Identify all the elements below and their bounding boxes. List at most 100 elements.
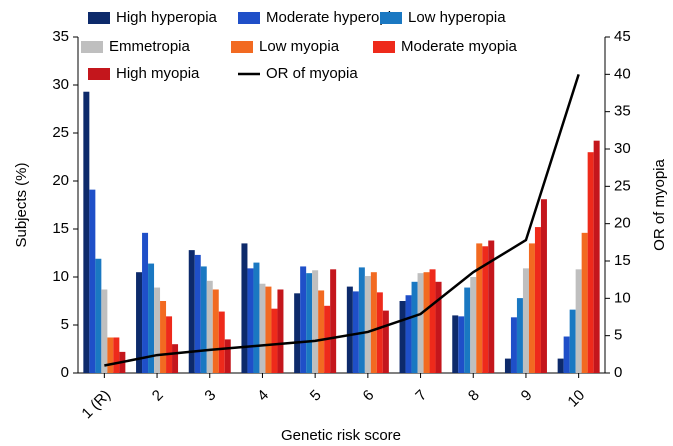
legend-marker [238, 12, 260, 24]
y2-tick-label: 5 [614, 327, 622, 344]
legend-label: High myopia [116, 65, 200, 82]
bar [470, 277, 477, 373]
legend-marker [380, 12, 402, 24]
y2-tick-label: 25 [614, 177, 631, 194]
x-tick-label: 7 [412, 387, 430, 405]
bar [89, 189, 96, 373]
y-tick-label: 10 [52, 268, 69, 285]
legend-label: High hyperopia [116, 9, 218, 26]
y-axis-label: Subjects (%) [13, 162, 30, 247]
legend-label: Moderate myopia [401, 38, 518, 55]
legend-marker [88, 12, 110, 24]
y2-tick-label: 20 [614, 215, 631, 232]
bar [569, 309, 576, 373]
y2-tick-label: 40 [614, 65, 631, 82]
y-tick-label: 5 [61, 316, 69, 333]
x-tick-label: 3 [201, 387, 219, 405]
bar [593, 140, 600, 373]
bar [417, 273, 424, 373]
legend-marker [231, 41, 253, 53]
bar [488, 240, 495, 373]
bar [522, 268, 529, 373]
bar [95, 258, 102, 373]
bar [306, 273, 313, 373]
bar [188, 250, 195, 373]
bar [346, 286, 353, 373]
bar [423, 272, 430, 373]
x-tick-label: 2 [149, 387, 167, 405]
bar [581, 232, 588, 373]
bar [411, 281, 418, 373]
y2-tick-label: 10 [614, 289, 631, 306]
bar [166, 316, 173, 373]
bar [212, 289, 219, 373]
y2-axis-label: OR of myopia [651, 158, 668, 250]
bar [200, 266, 207, 373]
bar [194, 254, 201, 373]
bar [575, 269, 582, 373]
bar [399, 301, 406, 373]
bar [136, 272, 143, 373]
bar [364, 276, 371, 373]
bar [452, 315, 459, 373]
bar [294, 293, 301, 373]
legend-marker [373, 41, 395, 53]
bar [376, 292, 383, 373]
bar [113, 337, 120, 373]
bar [101, 289, 108, 373]
bar [476, 243, 483, 373]
y2-tick-label: 0 [614, 364, 622, 381]
x-tick-label: 6 [360, 387, 378, 405]
x-tick-label: 10 [564, 387, 588, 411]
bar [271, 308, 278, 373]
bar [312, 270, 319, 373]
bar [160, 301, 167, 373]
bar [300, 266, 307, 373]
y2-tick-label: 30 [614, 140, 631, 157]
bar [516, 298, 523, 373]
bar [318, 290, 325, 373]
bar [429, 269, 436, 373]
bar [358, 267, 365, 373]
y-tick-label: 35 [52, 28, 69, 45]
bar [435, 281, 442, 373]
legend-marker [88, 68, 110, 80]
legend-label: OR of myopia [266, 65, 358, 82]
bar [504, 358, 511, 373]
bar [370, 272, 377, 373]
bar [557, 358, 564, 373]
legend-label: Low myopia [259, 38, 340, 55]
bar [458, 316, 465, 373]
y-tick-label: 15 [52, 220, 69, 237]
bar [241, 243, 248, 373]
bar [107, 337, 114, 373]
line [104, 73, 580, 367]
y-tick-label: 20 [52, 172, 69, 189]
bar [482, 246, 489, 373]
legend-label: Low hyperopia [408, 9, 506, 26]
bar [142, 232, 149, 373]
y2-tick-label: 15 [614, 252, 631, 269]
x-tick-label: 8 [465, 387, 483, 405]
bar [330, 269, 337, 373]
bar [510, 317, 517, 373]
y-tick-label: 25 [52, 124, 69, 141]
bar [563, 336, 570, 373]
bar [224, 339, 231, 373]
bar [382, 310, 389, 373]
legend-label: Moderate hyperopia [266, 9, 400, 26]
bar [172, 344, 179, 373]
x-axis-label: Genetic risk score [281, 427, 401, 444]
bar [534, 227, 541, 373]
y2-tick-label: 45 [614, 28, 631, 45]
bar [277, 289, 284, 373]
x-tick-label: 1 (R) [78, 387, 114, 423]
bar [148, 263, 155, 373]
bar [154, 287, 161, 373]
bar [464, 287, 471, 373]
y-tick-label: 0 [61, 364, 69, 381]
bar [247, 268, 254, 373]
bar [206, 280, 213, 373]
x-tick-label: 9 [518, 387, 536, 405]
